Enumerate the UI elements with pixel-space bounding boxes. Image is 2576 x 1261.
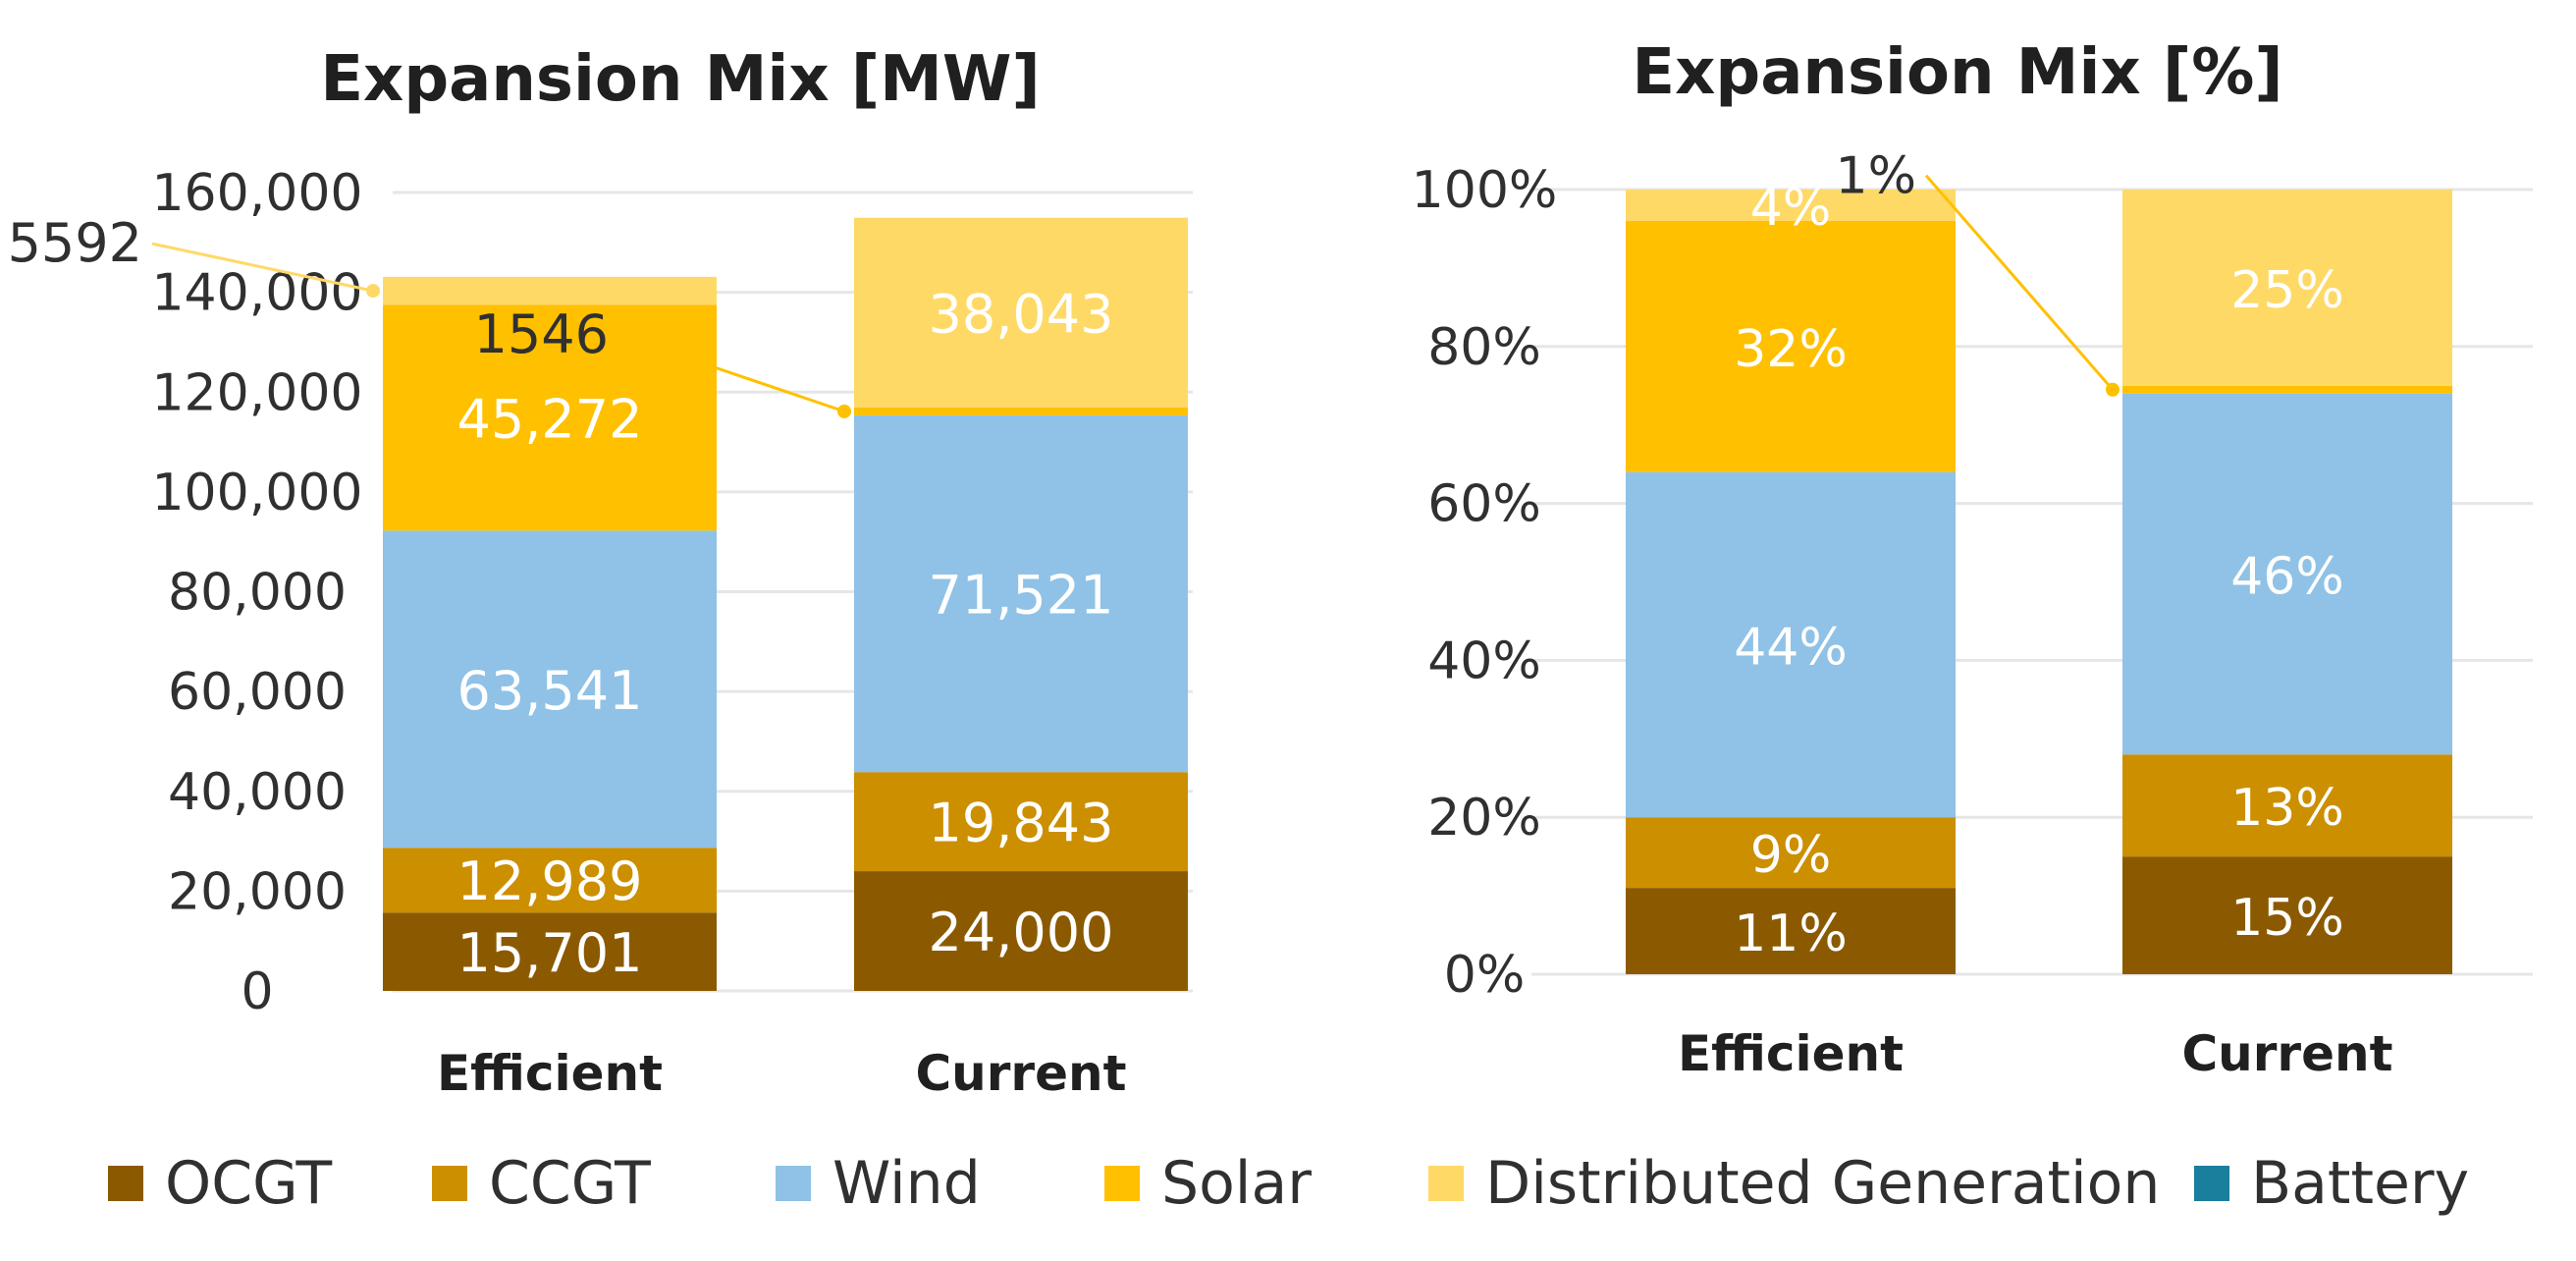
legend-label: Battery	[2251, 1149, 2470, 1218]
bar-segment-solar	[1626, 220, 1956, 472]
data-label: 5592	[8, 212, 142, 274]
y-tick-label: 20%	[1427, 789, 1541, 848]
legend-item-ccgt: CCGT	[432, 1144, 651, 1223]
data-label: 19,843	[929, 793, 1114, 854]
data-label: 15%	[2230, 889, 2344, 948]
chart-title: Expansion Mix [MW]	[320, 43, 1040, 116]
data-label: 25%	[2230, 261, 2344, 320]
data-label: 9%	[1750, 826, 1832, 885]
x-category-label: Current	[915, 1045, 1126, 1102]
data-label: 63,541	[457, 660, 643, 722]
y-tick-label: 60,000	[168, 663, 347, 722]
bar-segment-ccgt	[854, 772, 1188, 872]
legend-label: Wind	[832, 1149, 981, 1218]
y-tick-label: 0%	[1444, 946, 1526, 1005]
legend-swatch	[776, 1166, 811, 1201]
bar-segment-wind	[1626, 471, 1956, 818]
x-category-label: Efficient	[1678, 1025, 1904, 1082]
y-tick-label: 40%	[1427, 631, 1541, 690]
y-tick-label: 0	[241, 962, 273, 1021]
legend-swatch	[1104, 1166, 1140, 1201]
x-category-label: Efficient	[437, 1045, 663, 1102]
legend-item-solar: Solar	[1104, 1144, 1312, 1223]
legend-item-wind: Wind	[776, 1144, 981, 1223]
leader-dot	[2106, 382, 2120, 397]
data-label: 44%	[1734, 618, 1848, 677]
data-label: 24,000	[929, 902, 1114, 963]
bar-segment-solar	[854, 407, 1188, 415]
leader-line	[1924, 174, 2115, 391]
legend-swatch	[432, 1166, 467, 1201]
data-label: 32%	[1734, 320, 1848, 379]
legend-item-ocgt: OCGT	[108, 1144, 332, 1223]
bar-segment-wind	[2122, 393, 2452, 755]
y-tick-label: 40,000	[168, 763, 347, 822]
y-tick-label: 100%	[1412, 161, 1558, 220]
bar-segment-ccgt	[2122, 754, 2452, 857]
data-label: 45,272	[457, 388, 643, 450]
y-tick-label: 140,000	[151, 264, 362, 323]
data-label: 11%	[1734, 905, 1848, 963]
leader-line	[151, 242, 374, 293]
bar-segment-distributed-generation	[854, 217, 1188, 408]
legend-label: Solar	[1161, 1149, 1312, 1218]
legend-swatch	[2194, 1166, 2229, 1201]
chart-title: Expansion Mix [%]	[1632, 36, 2282, 109]
legend-label: OCGT	[165, 1149, 333, 1218]
leader-dot	[837, 404, 851, 418]
y-tick-label: 80,000	[168, 564, 347, 623]
legend-item-battery: Battery	[2194, 1144, 2469, 1223]
data-label: 38,043	[929, 283, 1114, 345]
bar-segment-distributed-generation	[2122, 190, 2452, 386]
legend: OCGT CCGT Wind Solar Distributed Generation B…	[0, 1144, 2576, 1223]
bar-segment-distributed-generation	[383, 276, 717, 305]
bar-segment-ocgt	[1626, 888, 1956, 974]
bar-segment-ccgt	[1626, 817, 1956, 889]
data-label: 12,989	[457, 850, 643, 912]
y-tick-label: 100,000	[151, 464, 362, 522]
legend-item-distributed-generation: Distributed Generation	[1428, 1144, 2160, 1223]
data-label: 71,521	[929, 565, 1114, 627]
data-label: 1%	[1836, 147, 1917, 206]
legend-label: Distributed Generation	[1485, 1149, 2161, 1218]
data-label: 13%	[2230, 779, 2344, 838]
data-label: 46%	[2230, 548, 2344, 607]
legend-swatch	[1428, 1166, 1464, 1201]
legend-swatch	[108, 1166, 143, 1201]
bar-segment-solar	[383, 304, 717, 531]
bar-segment-wind	[854, 414, 1188, 773]
y-tick-label: 160,000	[151, 164, 362, 223]
bar-segment-ocgt	[854, 871, 1188, 991]
data-label: 1546	[474, 303, 609, 365]
y-tick-label: 20,000	[168, 862, 347, 921]
bar-segment-ocgt	[2122, 856, 2452, 974]
data-label: 4%	[1750, 179, 1832, 238]
bar-segment-ccgt	[383, 848, 717, 913]
data-label: 15,701	[457, 922, 643, 984]
bar-segment-ocgt	[383, 912, 717, 991]
y-tick-label: 80%	[1427, 318, 1541, 377]
y-tick-label: 60%	[1427, 475, 1541, 534]
x-category-label: Current	[2181, 1025, 2392, 1082]
bar-segment-solar	[2122, 385, 2452, 394]
y-tick-label: 120,000	[151, 363, 362, 422]
leader-dot	[366, 284, 380, 299]
bar-segment-distributed-generation	[1626, 190, 1956, 221]
leader-line	[617, 333, 845, 413]
legend-label: CCGT	[489, 1149, 651, 1218]
bar-segment-wind	[383, 530, 717, 849]
